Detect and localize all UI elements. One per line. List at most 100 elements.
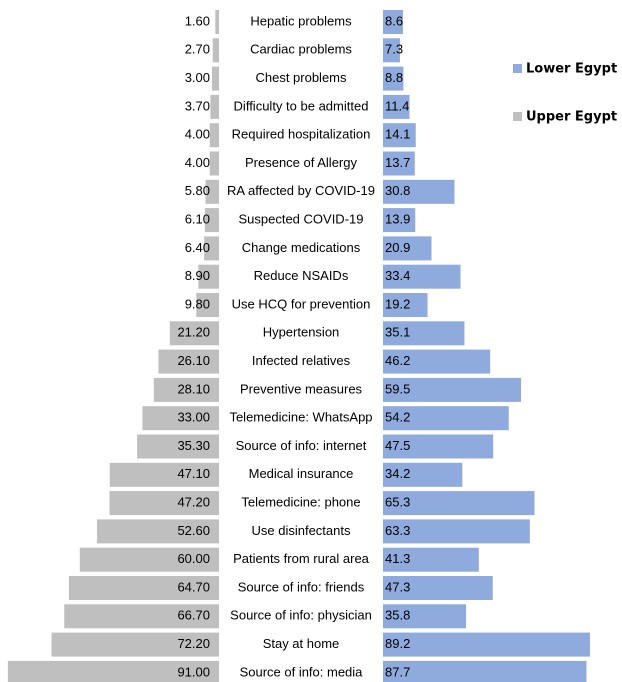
- value-label: 1.60: [185, 13, 210, 28]
- value-label: 6.10: [185, 212, 210, 227]
- bar: [212, 66, 219, 91]
- category-label: Cardiac problems: [250, 42, 352, 57]
- value-label: 26.10: [177, 353, 210, 368]
- bar: [169, 321, 219, 346]
- bar: [383, 123, 416, 148]
- bar: [64, 604, 219, 629]
- bar: [383, 10, 403, 34]
- value-label: 91.00: [177, 664, 210, 679]
- bar: [383, 349, 491, 374]
- value-label: 8.6: [385, 13, 403, 28]
- bar: [142, 406, 219, 431]
- bar: [383, 264, 461, 289]
- value-label: 21.20: [177, 325, 210, 340]
- category-label: Source of info: friends: [238, 579, 365, 594]
- value-label: 34.2: [385, 466, 410, 481]
- bar: [109, 491, 219, 516]
- value-label: 13.7: [385, 155, 410, 170]
- value-label: 65.3: [385, 495, 410, 510]
- bar: [383, 491, 535, 516]
- category-label: Source of info: media: [240, 664, 364, 679]
- value-label: 35.30: [177, 438, 210, 453]
- bar: [137, 434, 219, 459]
- bar: [383, 208, 416, 233]
- category-label: Change medications: [242, 240, 361, 255]
- category-label: Chest problems: [255, 70, 347, 85]
- category-label: Required hospitalization: [232, 127, 371, 142]
- value-label: 87.7: [385, 664, 410, 679]
- bar: [51, 632, 219, 657]
- category-label: Source of info: physician: [230, 608, 372, 623]
- value-label: 8.90: [185, 268, 210, 283]
- bar: [383, 632, 590, 657]
- value-label: 8.8: [385, 70, 403, 85]
- value-label: 14.1: [385, 127, 410, 142]
- bar: [383, 293, 428, 317]
- value-label: 60.00: [177, 551, 210, 566]
- bar: [383, 38, 400, 63]
- category-label: Stay at home: [263, 636, 340, 651]
- bar: [383, 519, 530, 544]
- bar: [209, 123, 219, 148]
- value-label: 59.5: [385, 381, 410, 396]
- bar: [383, 576, 493, 600]
- value-label: 19.2: [385, 296, 410, 311]
- value-label: 35.8: [385, 608, 410, 623]
- value-label: 3.70: [185, 98, 210, 113]
- bar: [383, 406, 509, 431]
- value-label: 41.3: [385, 551, 410, 566]
- legend-label: Lower Egypt: [526, 62, 617, 77]
- category-label: Use HCQ for prevention: [232, 296, 371, 311]
- value-label: 35.1: [385, 325, 410, 340]
- value-label: 89.2: [385, 636, 410, 651]
- category-label: Presence of Allergy: [245, 155, 358, 170]
- bar: [198, 264, 219, 289]
- value-label: 30.8: [385, 183, 410, 198]
- bar: [7, 660, 219, 682]
- value-label: 66.70: [177, 608, 210, 623]
- bar: [215, 10, 219, 34]
- value-label: 52.60: [177, 523, 210, 538]
- value-label: 47.10: [177, 466, 210, 481]
- value-label: 2.70: [185, 42, 210, 57]
- bar: [383, 179, 455, 204]
- category-label: Reduce NSAIDs: [254, 268, 349, 283]
- category-label: Hepatic problems: [250, 13, 352, 28]
- bar: [204, 236, 219, 261]
- bar: [383, 547, 479, 572]
- bar: [109, 462, 219, 487]
- value-label: 47.5: [385, 438, 410, 453]
- bar: [96, 519, 219, 544]
- value-label: 64.70: [177, 579, 210, 594]
- category-label: Difficulty to be admitted: [234, 98, 369, 113]
- value-label: 28.10: [177, 381, 210, 396]
- bar: [383, 434, 494, 459]
- bar: [383, 66, 404, 91]
- bar: [383, 660, 587, 682]
- category-label: Telemedicine: phone: [241, 495, 360, 510]
- bar: [212, 38, 219, 63]
- bar: [196, 293, 219, 317]
- category-label: Source of info: internet: [236, 438, 367, 453]
- bar: [68, 576, 220, 600]
- value-label: 13.9: [385, 212, 410, 227]
- bar: [158, 349, 219, 374]
- value-label: 4.00: [185, 155, 210, 170]
- value-label: 7.3: [385, 42, 403, 57]
- bar: [205, 179, 219, 204]
- bar: [383, 321, 465, 346]
- legend-swatch: [513, 64, 522, 73]
- bar: [383, 377, 522, 402]
- bar: [209, 151, 219, 176]
- bar: [383, 94, 410, 119]
- value-label: 72.20: [177, 636, 210, 651]
- value-label: 33.00: [177, 410, 210, 425]
- category-label: Preventive measures: [240, 381, 363, 396]
- value-label: 4.00: [185, 127, 210, 142]
- value-label: 5.80: [185, 183, 210, 198]
- value-label: 46.2: [385, 353, 410, 368]
- bar: [383, 236, 432, 261]
- bar: [383, 151, 415, 176]
- category-label: Use disinfectants: [252, 523, 351, 538]
